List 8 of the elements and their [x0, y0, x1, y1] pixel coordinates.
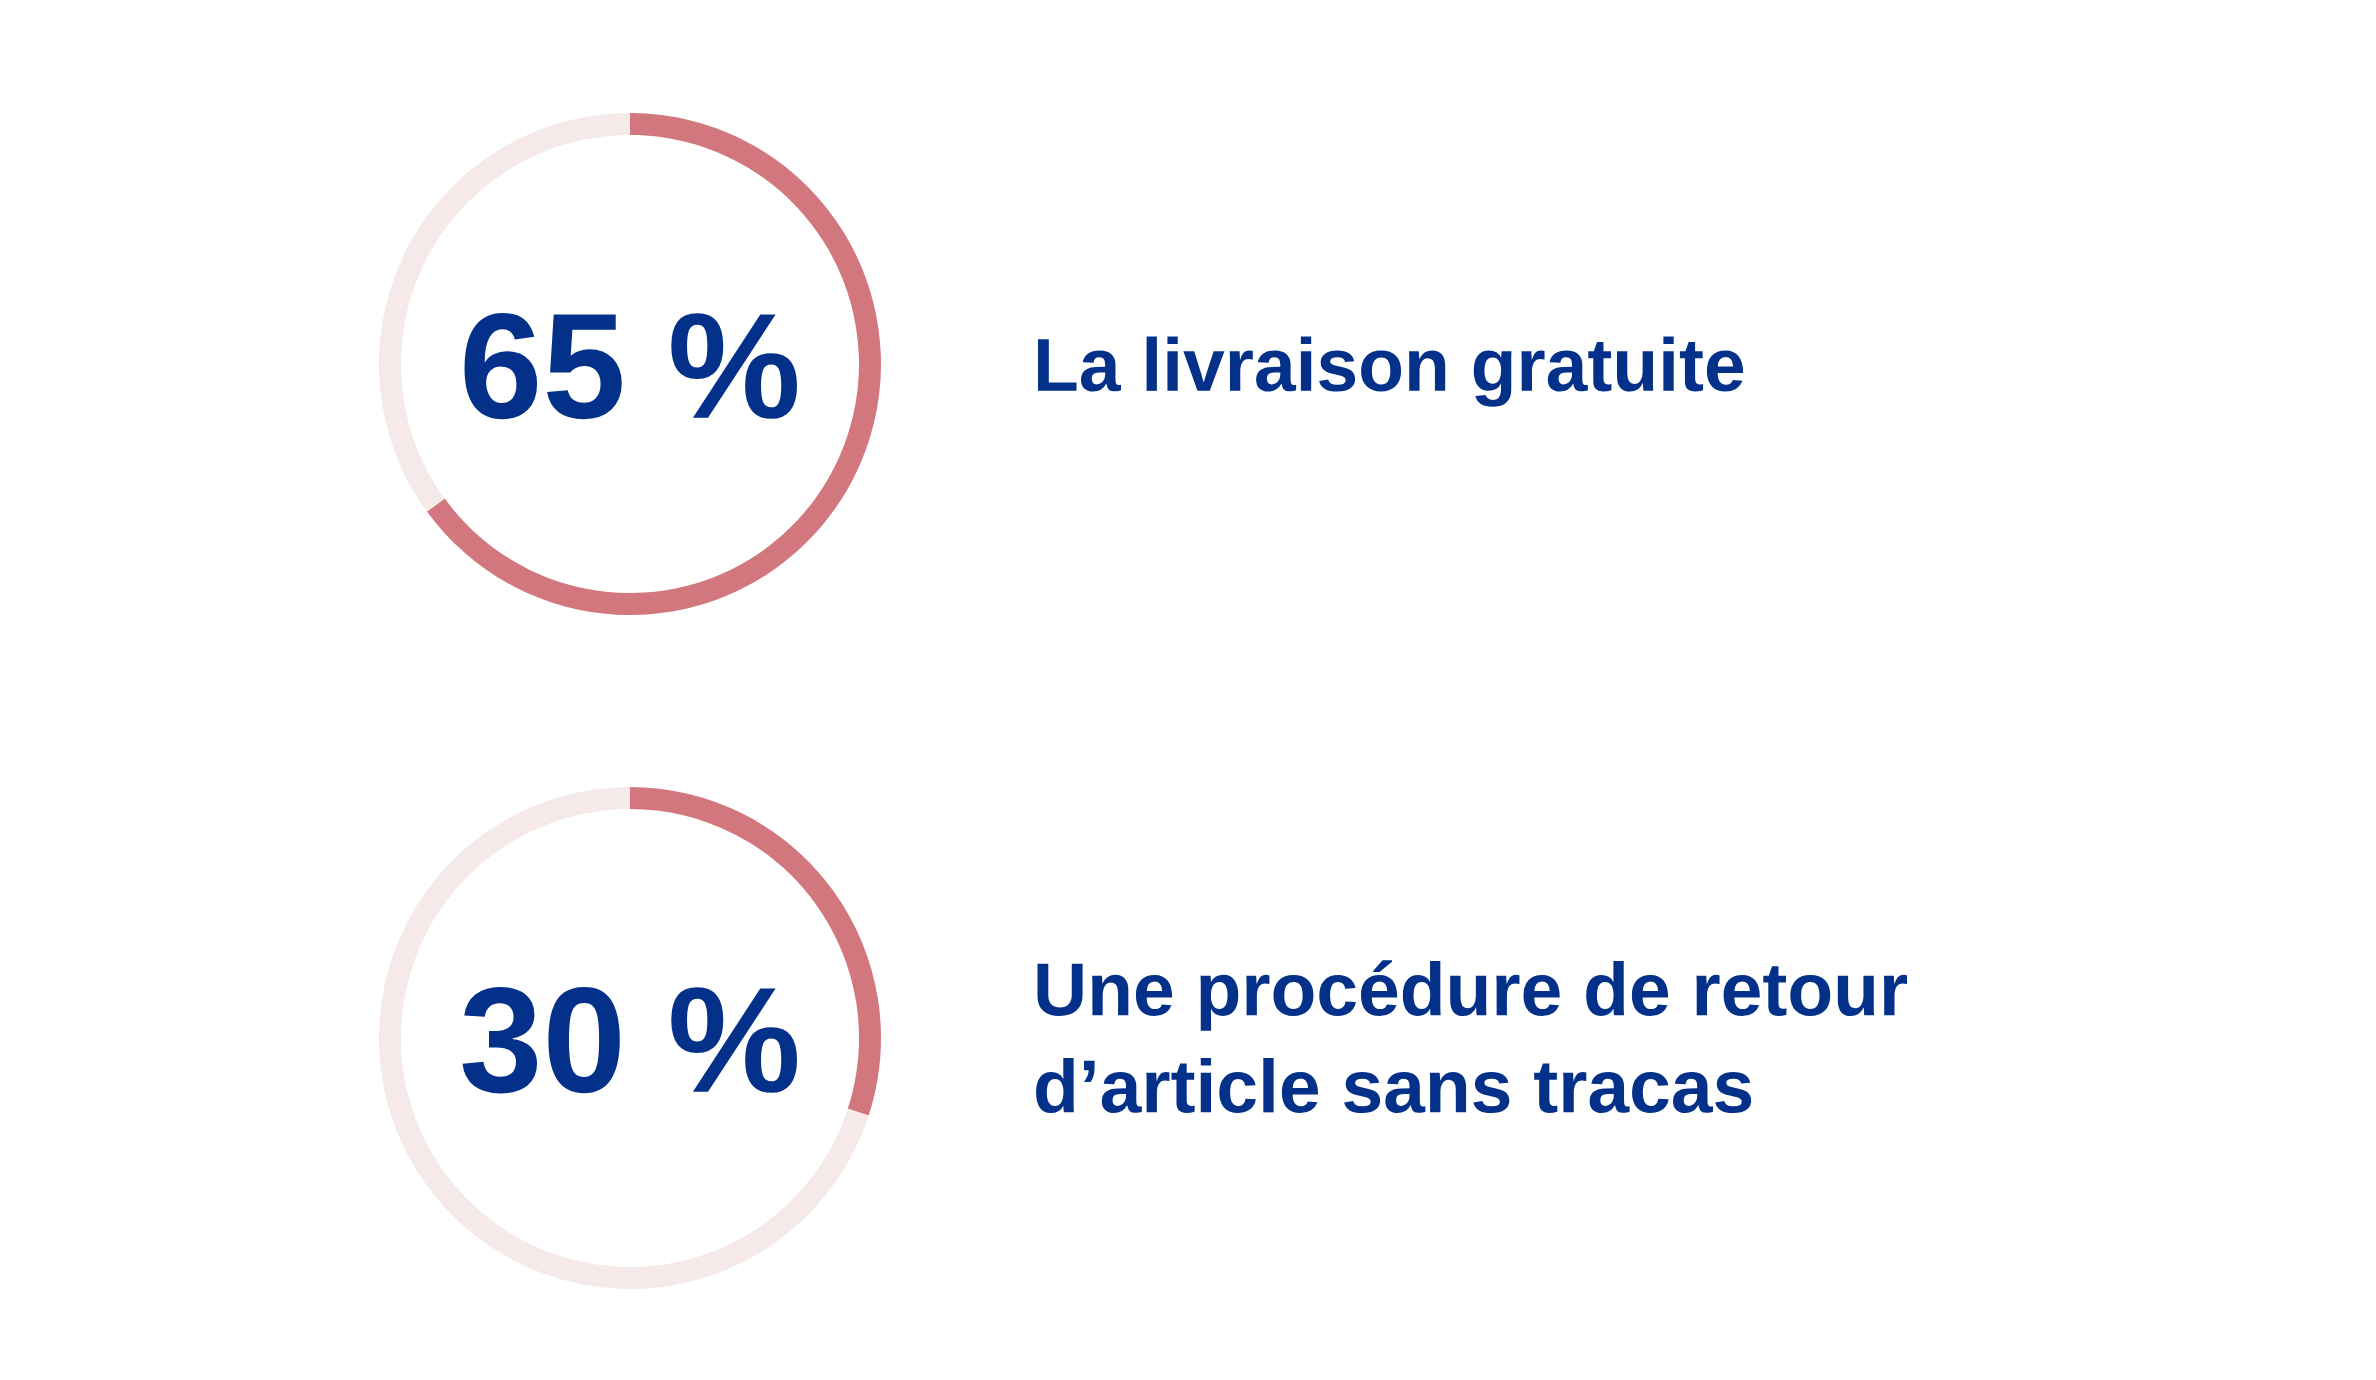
- text: Une procédure de retour d’article sans tracas: [1036, 960, 1908, 1114]
- text: La livraison gratuite: [1038, 336, 1744, 407]
- text: 30 %: [462, 986, 797, 1094]
- donut-slice: [630, 787, 881, 1116]
- donut-slice: [379, 787, 869, 1289]
- donut-slice: [426, 113, 881, 615]
- donut-slice: [379, 113, 630, 512]
- text: 65 %: [464, 312, 797, 420]
